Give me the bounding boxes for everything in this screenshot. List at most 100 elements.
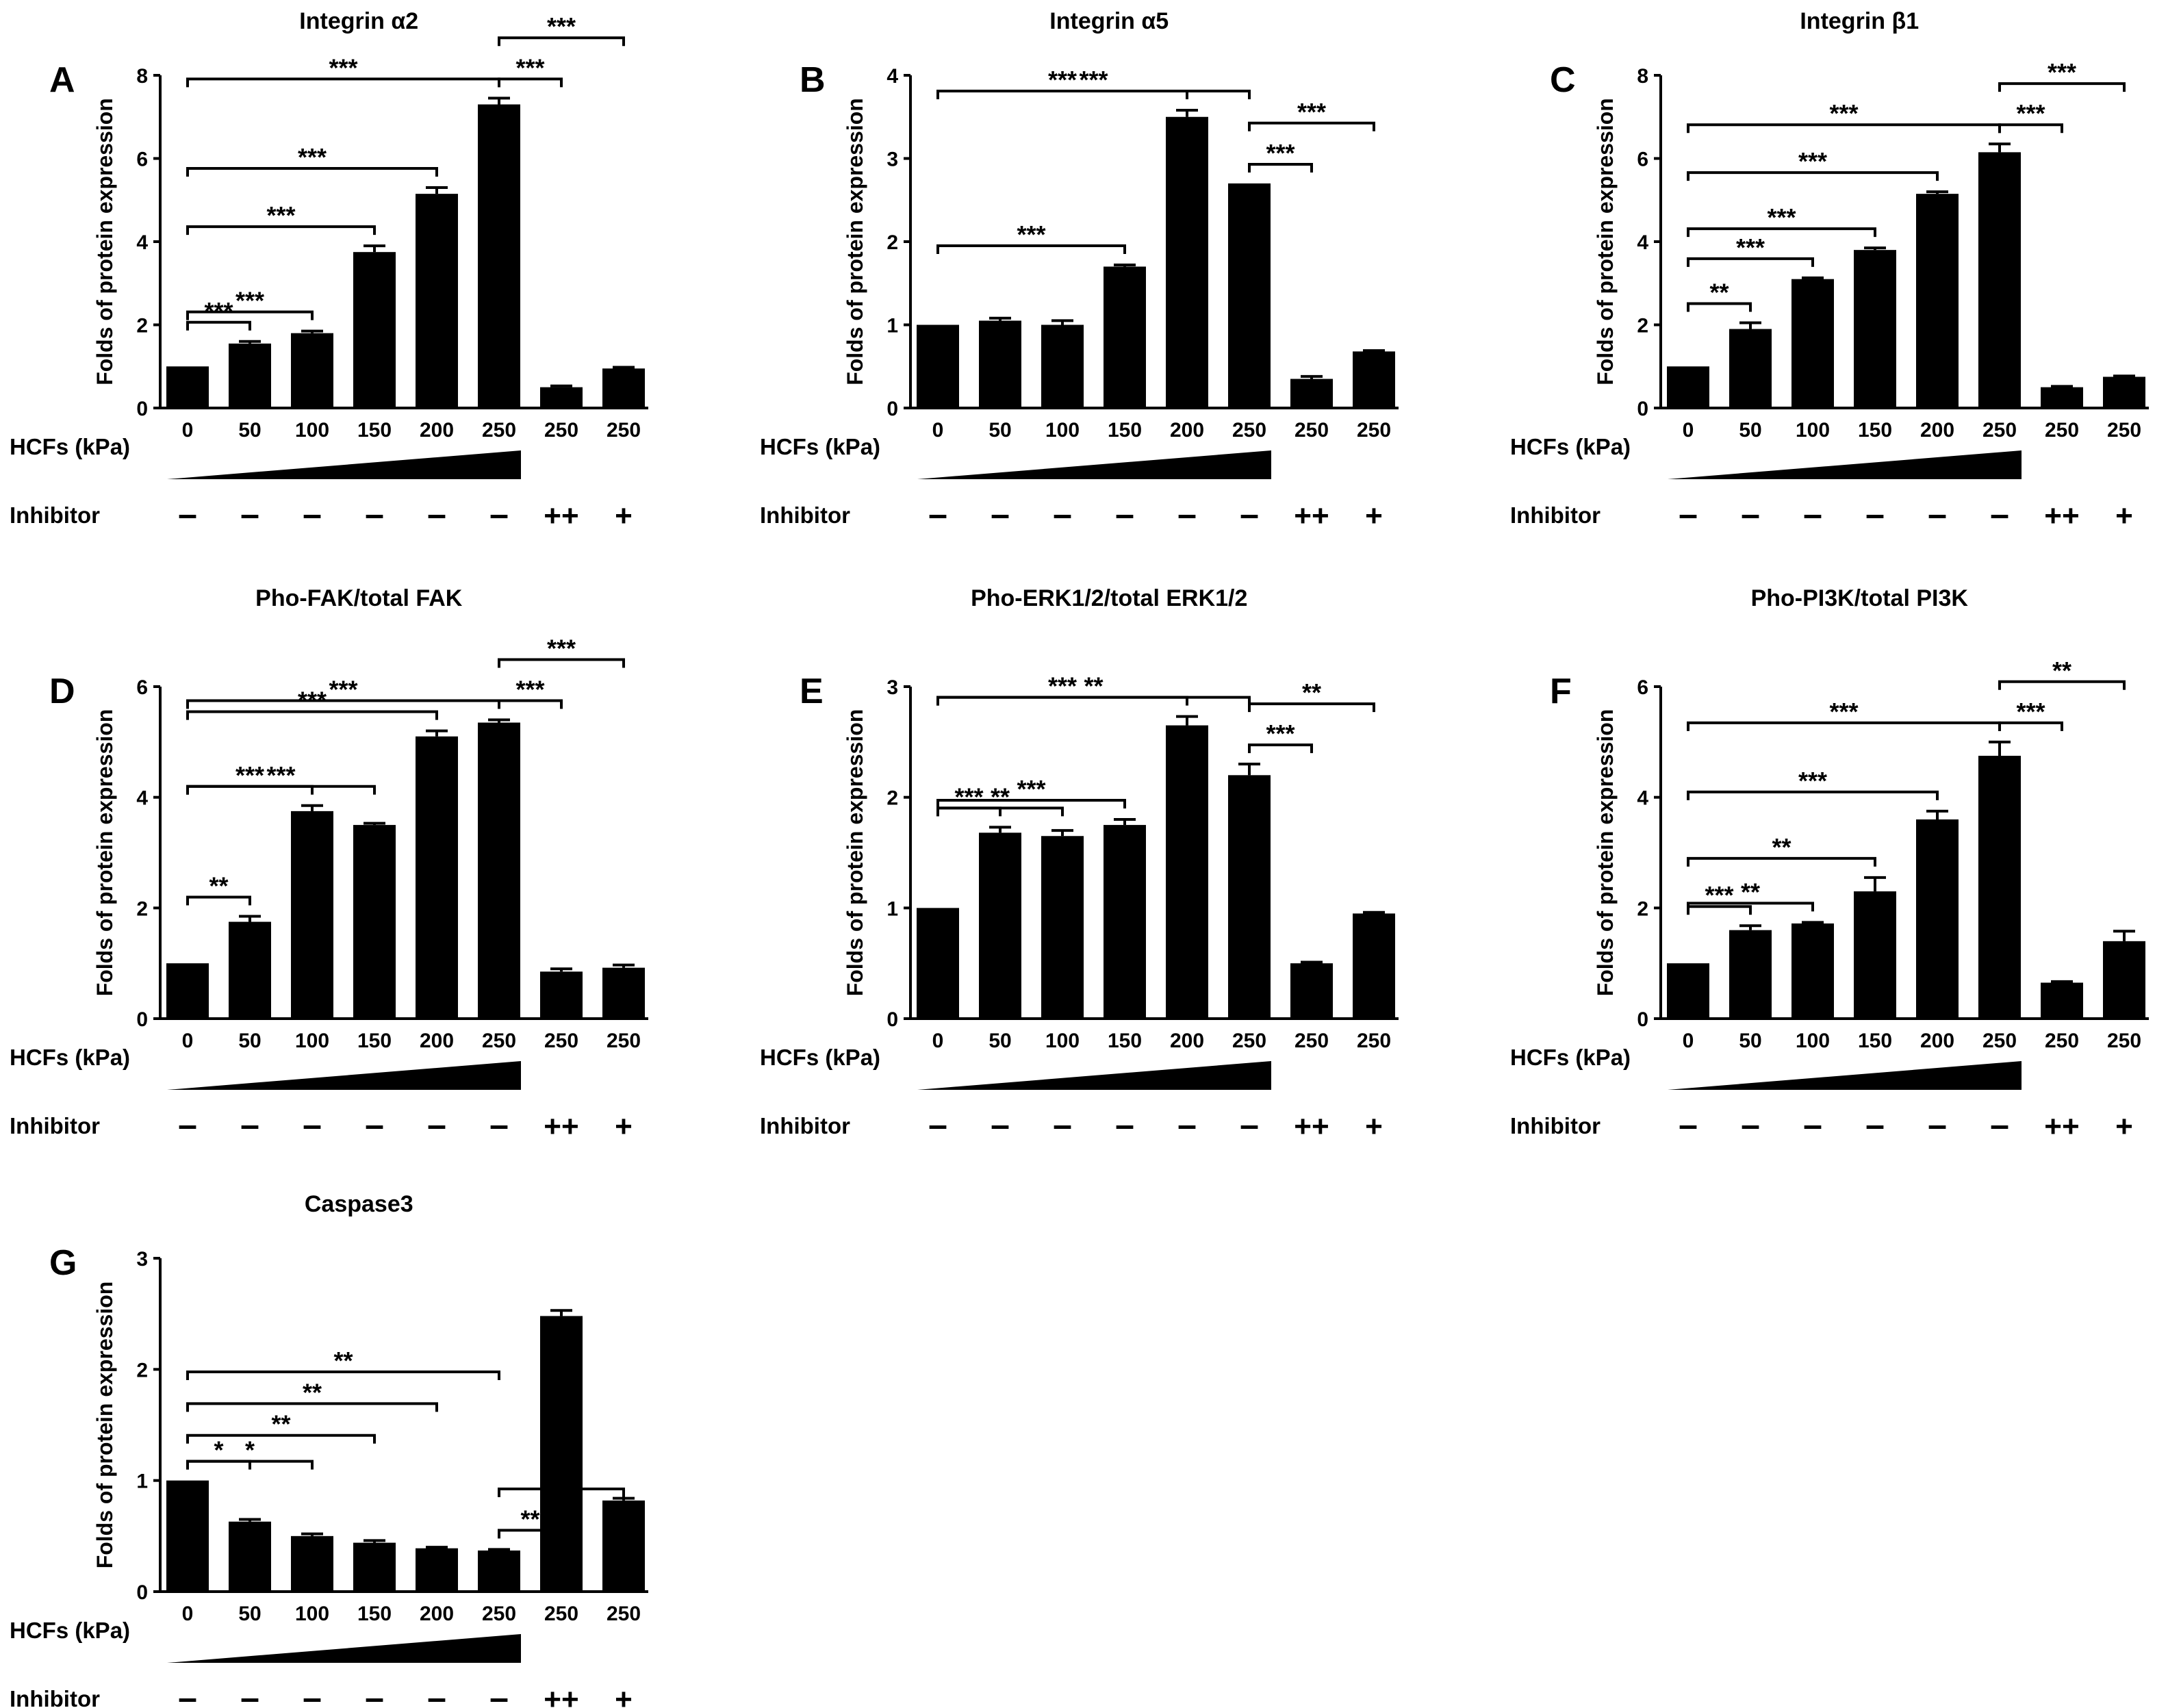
inhibitor-mark: + [615, 1683, 633, 1708]
bar [1667, 366, 1709, 408]
significance-label: *** [954, 782, 983, 811]
inhibitor-mark: ++ [544, 1683, 578, 1708]
y-tick-label: 4 [136, 787, 148, 810]
chart-title: Pho-FAK/total FAK [255, 585, 463, 611]
x-tick-label: 100 [295, 1030, 329, 1052]
inhibitor-mark: – [991, 1106, 1010, 1144]
bar [1916, 194, 1959, 408]
inhibitor-mark: – [1928, 495, 1947, 533]
significance-label: *** [1829, 99, 1858, 127]
chart-title: Caspase3 [305, 1191, 413, 1217]
panel-letter: B [800, 60, 826, 100]
chart-title: Pho-ERK1/2/total ERK1/2 [971, 585, 1247, 611]
significance-label: *** [235, 287, 264, 315]
significance-bracket [936, 799, 1126, 808]
inhibitor-mark: + [1365, 499, 1383, 533]
x-tick-label: 250 [1357, 1030, 1391, 1052]
significance-bracket [1998, 82, 2126, 92]
significance-bracket [1687, 257, 1814, 267]
x-tick-label: 250 [2107, 1030, 2141, 1052]
x-tick-label: 0 [182, 419, 194, 442]
inhibitor-mark: – [1741, 495, 1760, 533]
inhibitor-mark: – [303, 1679, 322, 1708]
y-tick-label: 0 [136, 1008, 148, 1031]
hcf-gradient-wedge [1668, 1061, 2022, 1090]
inhibitor-label: Inhibitor [10, 502, 100, 528]
x-tick-label: 250 [1232, 419, 1266, 442]
inhibitor-mark: – [1928, 1106, 1947, 1144]
y-tick-label: 1 [887, 315, 898, 337]
x-tick-label: 150 [1858, 1030, 1892, 1052]
significance-label: * [245, 1436, 255, 1464]
y-axis-label: Folds of protein expression [843, 709, 867, 997]
significance-bracket [186, 710, 438, 720]
significance-bracket [186, 310, 314, 320]
significance-label: *** [1829, 698, 1858, 726]
inhibitor-mark: + [2115, 499, 2133, 533]
inhibitor-mark: – [303, 495, 322, 533]
significance-bracket [1998, 123, 2063, 133]
x-tick-label: 200 [420, 1030, 454, 1052]
significance-label: *** [1017, 220, 1045, 248]
significance-bracket [1687, 902, 1814, 912]
significance-label: *** [547, 12, 576, 40]
significance-label: *** [329, 676, 357, 704]
inhibitor-mark: – [178, 1106, 197, 1144]
inhibitor-mark: – [1053, 495, 1072, 533]
significance-bracket [498, 36, 625, 47]
x-tick-label: 0 [182, 1030, 194, 1052]
y-axis-label: Folds of protein expression [1593, 98, 1618, 385]
bar [602, 967, 645, 1019]
bar [1978, 152, 2021, 408]
significance-label: *** [1266, 719, 1295, 748]
significance-bracket [498, 1529, 563, 1539]
inhibitor-mark: – [928, 1106, 947, 1144]
inhibitor-mark: + [615, 499, 633, 533]
y-tick-label: 2 [1637, 897, 1648, 920]
bar [1166, 725, 1208, 1019]
inhibitor-mark: – [1990, 1106, 2009, 1144]
inhibitor-mark: – [991, 495, 1010, 533]
y-axis-label: Folds of protein expression [92, 709, 117, 997]
bar [979, 832, 1021, 1019]
bar [1854, 250, 1896, 408]
bar [478, 722, 520, 1019]
panel-letter: C [1550, 60, 1576, 100]
chart-title: Integrin β1 [1800, 8, 1919, 34]
y-axis-label: Folds of protein expression [843, 98, 867, 385]
x-tick-label: 200 [420, 419, 454, 442]
panel-letter: F [1550, 672, 1572, 711]
significance-label: ** [1084, 672, 1103, 700]
significance-label: *** [1736, 233, 1765, 262]
x-tick-label: 150 [357, 419, 392, 442]
bar [1166, 116, 1208, 408]
y-tick-label: 2 [136, 1359, 148, 1381]
hcf-gradient-wedge [917, 1061, 1271, 1090]
significance-bracket [936, 90, 1251, 100]
chart-title: Integrin α2 [299, 8, 418, 34]
x-tick-label: 250 [544, 1030, 578, 1052]
significance-label: *** [2016, 99, 2045, 127]
x-axis-label: HCFs (kPa) [1510, 1045, 1631, 1070]
inhibitor-mark: + [615, 1110, 633, 1143]
inhibitor-mark: – [1240, 1106, 1259, 1144]
hcf-gradient-wedge [167, 1634, 521, 1663]
inhibitor-mark: ++ [544, 1110, 578, 1143]
x-tick-label: 150 [357, 1603, 392, 1625]
significance-label: *** [515, 53, 544, 81]
significance-bracket [1687, 302, 1752, 312]
x-tick-label: 250 [1295, 419, 1329, 442]
significance-label: ** [552, 1464, 571, 1492]
significance-bracket [498, 77, 563, 88]
significance-label: *** [1079, 66, 1108, 94]
y-tick-label: 0 [136, 1581, 148, 1604]
x-tick-label: 50 [238, 1030, 261, 1052]
bar [1228, 775, 1271, 1019]
bar [2041, 982, 2083, 1019]
y-axis-label: Folds of protein expression [92, 1282, 117, 1569]
inhibitor-mark: – [489, 495, 509, 533]
bar [416, 194, 458, 408]
significance-label: *** [1297, 98, 1326, 126]
inhibitor-mark: – [928, 495, 947, 533]
significance-label: *** [1017, 775, 1045, 803]
